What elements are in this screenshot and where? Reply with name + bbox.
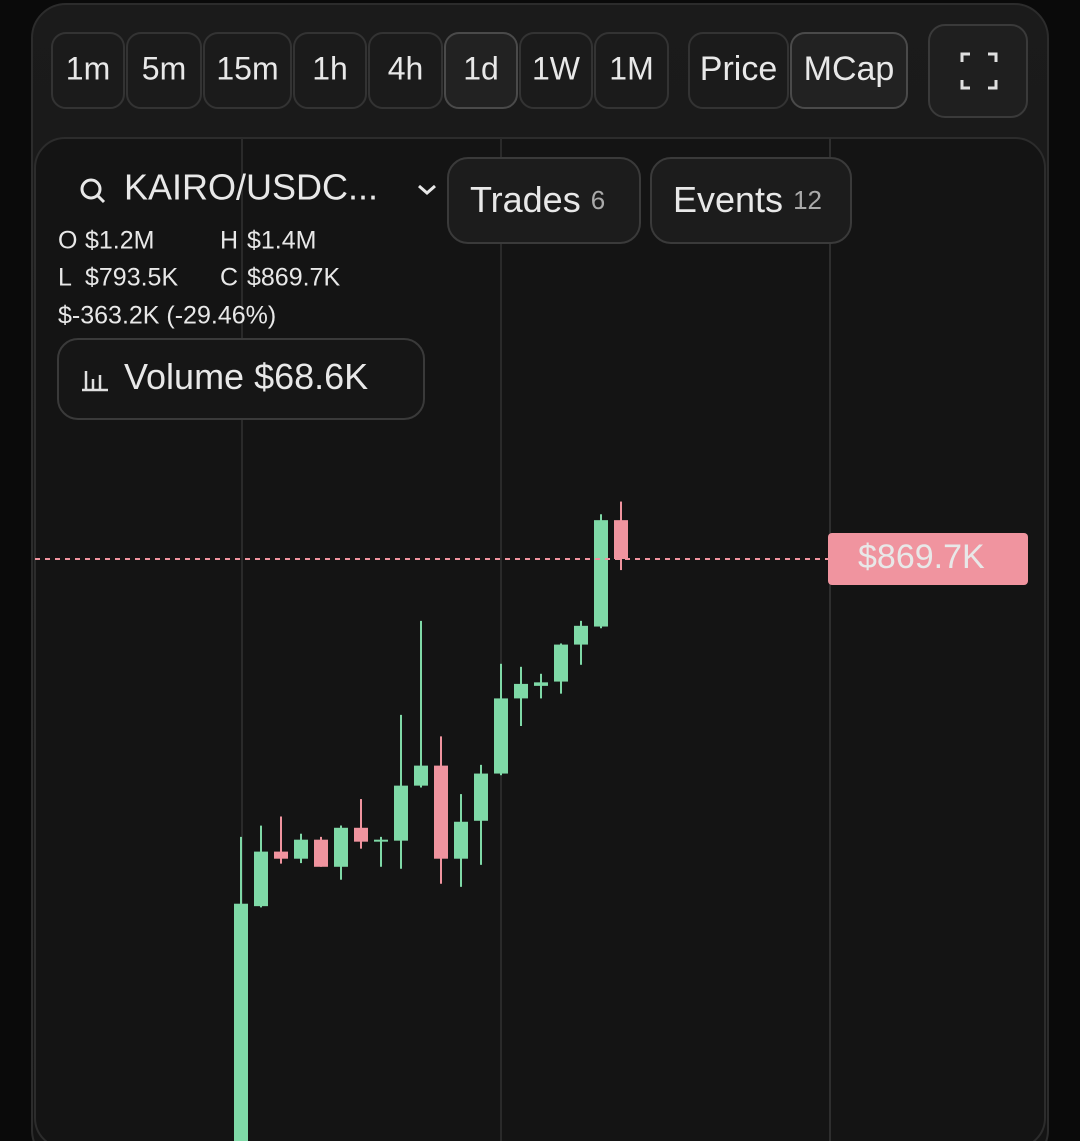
volume-toggle[interactable]: Volume $68.6K [57, 338, 425, 420]
interval-button[interactable]: 4h [368, 32, 443, 109]
candle-body [394, 785, 408, 841]
candle-body [254, 851, 268, 907]
last-price-label: $869.7K [858, 538, 985, 576]
interval-label: 1h [312, 50, 348, 86]
interval-label: 5m [142, 50, 186, 86]
ohlc-value: $1.4M [247, 227, 316, 255]
mode-label: Price [700, 50, 777, 88]
change: $-363.2K (-29.46%) [58, 302, 276, 330]
candle-body [454, 821, 468, 859]
ohlc-value: $869.7K [247, 264, 340, 292]
mode-button[interactable]: MCap [790, 32, 908, 109]
interval-label: 1M [609, 50, 653, 86]
candle-body [234, 903, 248, 1141]
interval-button[interactable]: 1W [519, 32, 593, 109]
ohlc-key: O [58, 227, 77, 255]
tab-count: 6 [591, 185, 605, 215]
button-frame [650, 157, 852, 244]
candle-body [474, 773, 488, 821]
volume-label: Volume [124, 356, 244, 397]
pair-name: KAIRO/USDC... [124, 167, 378, 208]
interval-label: 1d [463, 50, 499, 86]
fullscreen-icon [960, 52, 998, 90]
interval-button[interactable]: 1M [594, 32, 669, 109]
tab: Trades 6 [470, 179, 605, 220]
interval-label: 1W [532, 50, 581, 86]
mode-label: MCap [804, 50, 895, 88]
tab: Events 12 [673, 179, 822, 220]
tab-label: Events [673, 179, 783, 220]
chart-panel [34, 137, 1046, 1141]
interval-label: 1m [66, 50, 110, 86]
button-frame [519, 32, 593, 109]
ohlc-key: H [220, 227, 238, 255]
candle-body [614, 520, 628, 560]
interval-button[interactable]: 1m [51, 32, 125, 109]
candle-body [594, 520, 608, 627]
button-frame [790, 32, 908, 109]
button-frame [293, 32, 367, 109]
dropdown-chevron [418, 184, 436, 195]
candle-body [314, 839, 328, 867]
interval-button[interactable]: 15m [203, 32, 292, 109]
button-frame [203, 32, 292, 109]
interval-button[interactable]: 1h [293, 32, 367, 109]
ohlc-value: $793.5K [85, 264, 178, 292]
ohlc-key: C [220, 264, 238, 292]
volume-icon [82, 371, 108, 392]
button-frame [594, 32, 669, 109]
button-frame [444, 32, 518, 109]
candle-body [334, 827, 348, 867]
search-icon [80, 178, 102, 200]
candle-body [554, 644, 568, 682]
button-frame [51, 32, 125, 109]
pair-selector[interactable]: KAIRO/USDC... [80, 167, 436, 208]
candle-body [494, 698, 508, 774]
button-frame [928, 24, 1028, 118]
interval-button[interactable]: 5m [126, 32, 202, 109]
candle-body [534, 682, 548, 686]
toolbar: 1m 5m 15m 1h 4h 1d 1W 1M Price MCap [51, 32, 908, 109]
interval-button[interactable]: 1d [444, 32, 518, 109]
candle-body [514, 683, 528, 699]
candle-body [414, 765, 428, 786]
button-frame [368, 32, 443, 109]
candle-body [354, 827, 368, 842]
button-frame [688, 32, 789, 109]
tab-button[interactable]: Events 12 [650, 157, 852, 244]
button-frame [447, 157, 641, 244]
candle-body [294, 839, 308, 859]
last-price-badge [828, 533, 1028, 586]
interval-label: 4h [388, 50, 424, 86]
ohlc-key: L [58, 264, 72, 292]
search-icon [96, 194, 106, 204]
candle-body [274, 851, 288, 859]
candle-body [374, 839, 388, 842]
tab-count: 12 [793, 185, 822, 215]
tab-label: Trades [470, 179, 581, 220]
fullscreen-button[interactable] [928, 24, 1028, 118]
candle-body [434, 765, 448, 859]
volume-label: Volume $68.6K [124, 356, 368, 397]
tab-button[interactable]: Trades 6 [447, 157, 641, 244]
mode-button[interactable]: Price [688, 32, 789, 109]
volume-value: $68.6K [254, 356, 368, 397]
candle-body [574, 625, 588, 645]
pill [57, 338, 425, 420]
button-frame [126, 32, 202, 109]
ohlc-value: $1.2M [85, 227, 154, 255]
interval-label: 15m [216, 50, 278, 86]
